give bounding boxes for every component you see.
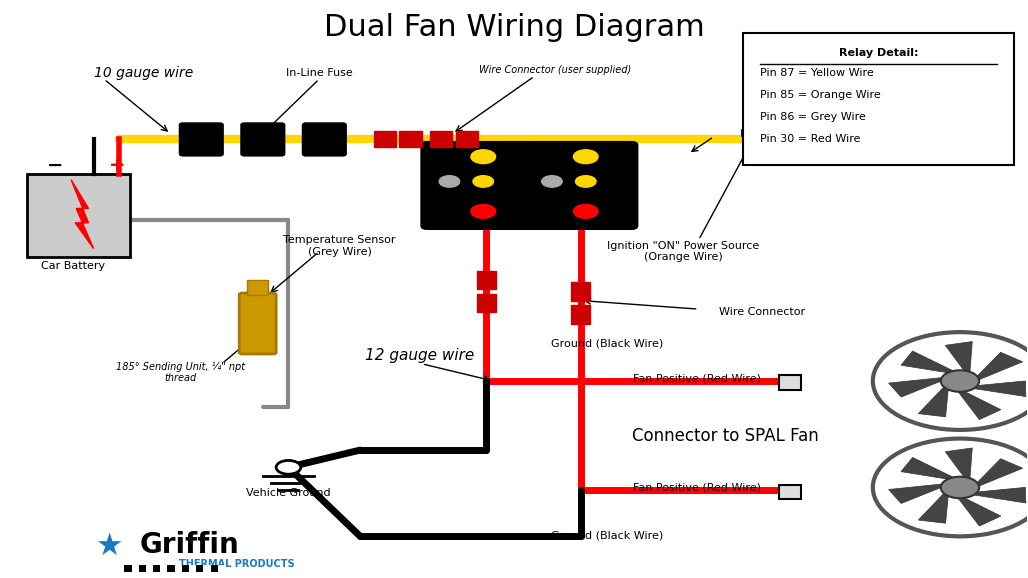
Text: Wire Connector (user supplied): Wire Connector (user supplied) — [479, 65, 631, 75]
FancyBboxPatch shape — [373, 131, 396, 147]
Text: 12 gauge wire: 12 gauge wire — [365, 347, 475, 362]
Circle shape — [439, 176, 460, 187]
FancyBboxPatch shape — [240, 293, 277, 354]
Text: 10 gauge wire: 10 gauge wire — [94, 66, 193, 80]
FancyBboxPatch shape — [189, 565, 196, 572]
FancyBboxPatch shape — [524, 142, 637, 229]
Polygon shape — [71, 180, 94, 249]
FancyBboxPatch shape — [180, 123, 223, 155]
Circle shape — [941, 370, 979, 392]
FancyBboxPatch shape — [399, 131, 421, 147]
Text: Pin 85 = Orange Wire: Pin 85 = Orange Wire — [760, 90, 881, 100]
FancyBboxPatch shape — [175, 565, 182, 572]
Circle shape — [473, 176, 493, 187]
FancyBboxPatch shape — [242, 123, 285, 155]
Polygon shape — [975, 459, 1023, 487]
Polygon shape — [901, 457, 956, 480]
Polygon shape — [969, 381, 1026, 397]
Text: Vehicle Ground: Vehicle Ground — [246, 488, 331, 498]
Polygon shape — [888, 484, 946, 503]
FancyBboxPatch shape — [477, 271, 495, 289]
FancyBboxPatch shape — [160, 565, 168, 572]
Circle shape — [873, 439, 1028, 536]
Polygon shape — [956, 390, 1001, 420]
Text: Griffin: Griffin — [140, 531, 240, 559]
FancyBboxPatch shape — [778, 484, 801, 499]
Polygon shape — [956, 496, 1001, 526]
Text: ★: ★ — [96, 532, 122, 561]
FancyBboxPatch shape — [248, 280, 268, 295]
Text: Ground (Black Wire): Ground (Black Wire) — [551, 339, 663, 349]
FancyBboxPatch shape — [218, 565, 225, 572]
Text: −: − — [46, 156, 63, 175]
FancyBboxPatch shape — [870, 139, 909, 144]
FancyBboxPatch shape — [455, 131, 478, 147]
FancyBboxPatch shape — [132, 565, 139, 572]
Text: +: + — [109, 156, 125, 175]
FancyBboxPatch shape — [572, 305, 590, 324]
Text: Connector to SPAL Fan: Connector to SPAL Fan — [632, 427, 818, 444]
FancyBboxPatch shape — [168, 565, 175, 572]
FancyBboxPatch shape — [421, 142, 535, 229]
FancyBboxPatch shape — [27, 174, 130, 257]
Text: Fan Positive (Red Wire): Fan Positive (Red Wire) — [633, 373, 761, 383]
Text: 185° Sending Unit, ¼" npt
thread: 185° Sending Unit, ¼" npt thread — [116, 361, 246, 383]
Polygon shape — [975, 353, 1023, 381]
Circle shape — [277, 461, 301, 474]
Polygon shape — [929, 127, 960, 161]
Circle shape — [574, 205, 598, 218]
Text: Ground (Black Wire): Ground (Black Wire) — [551, 530, 663, 540]
Text: Relay: Relay — [739, 129, 770, 139]
Text: Pin 87 = Yellow Wire: Pin 87 = Yellow Wire — [760, 68, 874, 78]
FancyBboxPatch shape — [211, 565, 218, 572]
Polygon shape — [240, 312, 276, 335]
Text: Relay Detail:: Relay Detail: — [839, 48, 918, 58]
Text: Fan Positive (Red Wire): Fan Positive (Red Wire) — [633, 483, 761, 492]
FancyBboxPatch shape — [153, 565, 160, 572]
FancyBboxPatch shape — [146, 565, 153, 572]
Polygon shape — [918, 385, 949, 417]
Ellipse shape — [824, 131, 881, 153]
Polygon shape — [888, 377, 946, 397]
Circle shape — [471, 150, 495, 164]
Text: THERMAL PRODUCTS: THERMAL PRODUCTS — [179, 559, 294, 569]
Polygon shape — [901, 351, 956, 373]
Polygon shape — [946, 448, 972, 480]
Text: Wire Connector: Wire Connector — [719, 307, 805, 317]
Text: Ignition "ON" Power Source
(Orange Wire): Ignition "ON" Power Source (Orange Wire) — [608, 241, 760, 262]
Circle shape — [941, 477, 979, 498]
Text: Car Battery: Car Battery — [41, 261, 105, 271]
Circle shape — [471, 205, 495, 218]
Text: Pin 86 = Grey Wire: Pin 86 = Grey Wire — [760, 112, 866, 122]
FancyBboxPatch shape — [303, 123, 345, 155]
FancyBboxPatch shape — [139, 565, 146, 572]
Text: Pin 30 = Red Wire: Pin 30 = Red Wire — [760, 134, 860, 144]
Text: In-Line Fuse: In-Line Fuse — [286, 68, 353, 78]
Polygon shape — [969, 487, 1026, 503]
Text: Dual Fan Wiring Diagram: Dual Fan Wiring Diagram — [324, 13, 704, 42]
Polygon shape — [918, 491, 949, 523]
Circle shape — [542, 176, 562, 187]
FancyBboxPatch shape — [778, 375, 801, 390]
Text: Temperature Sensor
(Grey Wire): Temperature Sensor (Grey Wire) — [284, 235, 396, 257]
FancyBboxPatch shape — [196, 565, 204, 572]
FancyBboxPatch shape — [182, 565, 189, 572]
FancyBboxPatch shape — [572, 282, 590, 301]
Circle shape — [873, 332, 1028, 430]
Circle shape — [574, 150, 598, 164]
FancyBboxPatch shape — [742, 33, 1015, 165]
Circle shape — [576, 176, 596, 187]
FancyBboxPatch shape — [477, 294, 495, 312]
Polygon shape — [946, 342, 972, 374]
FancyBboxPatch shape — [124, 565, 132, 572]
FancyBboxPatch shape — [430, 131, 452, 147]
FancyBboxPatch shape — [204, 565, 211, 572]
